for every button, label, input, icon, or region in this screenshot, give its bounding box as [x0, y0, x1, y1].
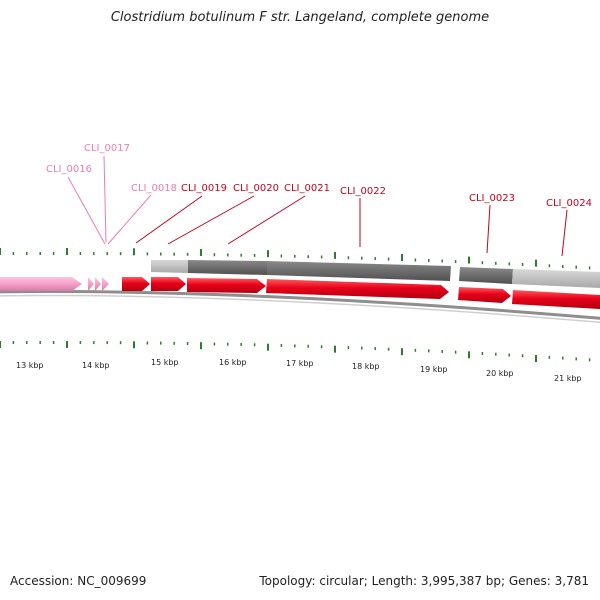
gene-label[interactable]: CLI_0019 — [181, 183, 227, 194]
scale-label: 16 kbp — [219, 358, 247, 367]
scale-label: 14 kbp — [82, 361, 110, 370]
genome-backbone-inner — [0, 294, 600, 324]
scale-label: 13 kbp — [16, 361, 44, 370]
gene-callouts — [67, 155, 568, 257]
gene-arrow-cli-0020[interactable] — [151, 277, 186, 291]
gene-label[interactable]: CLI_0024 — [546, 198, 592, 209]
accession-text: Accession: NC_009699 — [10, 574, 147, 588]
callout-line — [167, 195, 255, 245]
gene-labels: CLI_0016 CLI_0017 CLI_0018 CLI_0019 CLI_… — [46, 143, 592, 209]
feature-bands — [151, 260, 600, 288]
upper-scale-ticks — [0, 248, 591, 270]
gene-arrow-cli-0022[interactable] — [266, 279, 449, 299]
band-segment — [151, 260, 188, 273]
scale-label: 19 kbp — [420, 365, 448, 374]
gene-arrow-cli-0021[interactable] — [187, 278, 266, 293]
gene-label[interactable]: CLI_0017 — [84, 143, 130, 154]
scale-label: 20 kbp — [486, 369, 514, 378]
gene-arrow-cli-0017[interactable] — [88, 277, 94, 291]
gene-label[interactable]: CLI_0023 — [469, 193, 515, 204]
genome-backbone — [0, 290, 600, 320]
scale-label: 21 kbp — [554, 374, 582, 383]
gene-arrow-cli-0017b[interactable] — [95, 277, 101, 291]
callout-line — [135, 195, 203, 244]
callout-line — [107, 194, 152, 245]
gene-label[interactable]: CLI_0018 — [131, 183, 177, 194]
gene-arrow-cli-0024[interactable] — [512, 290, 600, 309]
gene-label[interactable]: CLI_0020 — [233, 183, 279, 194]
genome-stats-text: Topology: circular; Length: 3,995,387 bp… — [259, 574, 589, 588]
scale-label: 18 kbp — [352, 362, 380, 371]
band-segment — [188, 260, 267, 275]
scale-label: 15 kbp — [151, 358, 179, 367]
callout-line — [103, 155, 107, 243]
gene-label[interactable]: CLI_0021 — [284, 183, 330, 194]
gene-label[interactable]: CLI_0016 — [46, 164, 92, 175]
gene-label[interactable]: CLI_0022 — [340, 186, 386, 197]
genome-title: Clostridium botulinum F str. Langeland, … — [110, 10, 490, 25]
scale-labels: 13 kbp 14 kbp 15 kbp 16 kbp 17 kbp 18 kb… — [16, 358, 582, 383]
gene-arrow-cli-0016[interactable] — [0, 277, 82, 291]
lower-scale-ticks — [0, 341, 591, 362]
callout-line — [227, 195, 306, 245]
gene-arrow-cli-0018[interactable] — [102, 277, 109, 291]
gene-arrows[interactable] — [0, 277, 600, 309]
band-segment — [459, 267, 513, 284]
scale-label: 17 kbp — [286, 359, 314, 368]
gene-arrow-cli-0019[interactable] — [122, 277, 150, 291]
band-segment — [512, 269, 600, 288]
band-segment — [267, 261, 451, 281]
callout-line — [67, 176, 106, 245]
callout-line — [561, 209, 568, 257]
gene-arrow-cli-0023[interactable] — [458, 287, 511, 303]
callout-line — [486, 204, 491, 254]
